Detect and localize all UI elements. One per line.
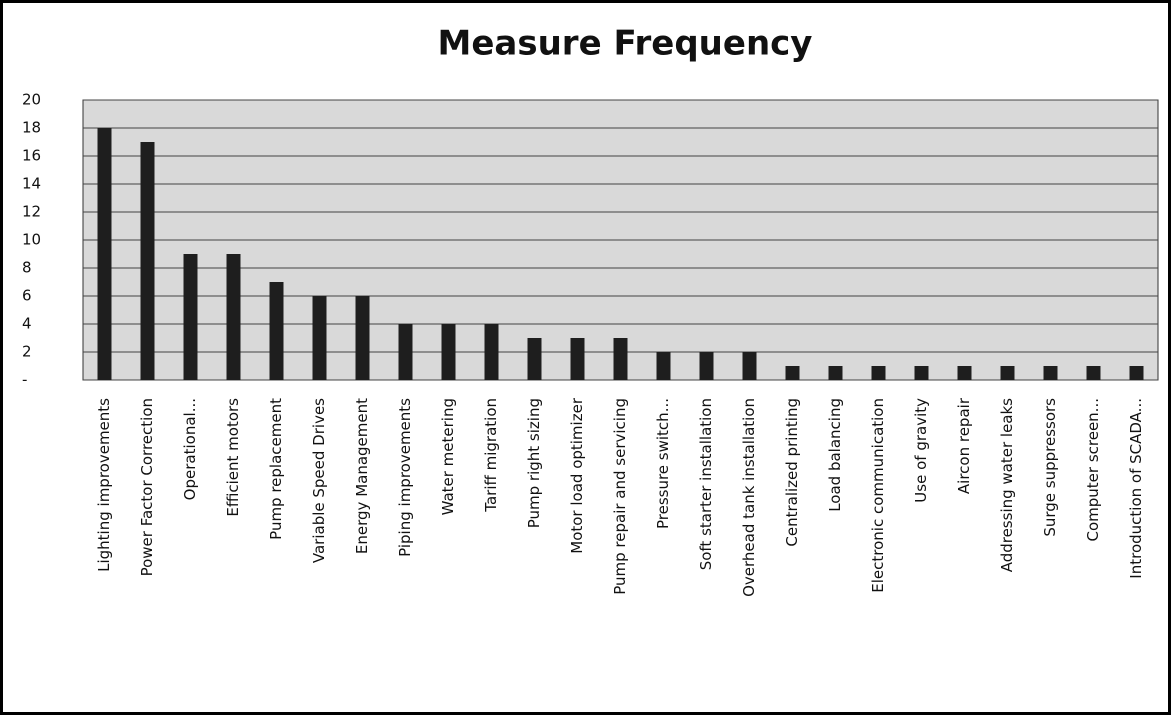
x-tick-label: Piping improvements [396, 398, 414, 557]
x-tick-label: Efficient motors [224, 398, 242, 517]
x-tick-label: Pump repair and servicing [611, 398, 629, 595]
bar [957, 366, 972, 380]
y-tick-label: 2 [22, 343, 32, 361]
x-tick-label: Tariff migration [482, 398, 500, 513]
x-tick-label: Lighting improvements [95, 398, 113, 572]
bar [1043, 366, 1058, 380]
y-tick-label: 8 [22, 259, 32, 277]
x-tick-label: Operational... [181, 398, 199, 500]
x-tick-label: Pump right sizing [525, 398, 543, 528]
bar [140, 142, 155, 380]
bar [97, 128, 112, 380]
y-tick-label: 10 [22, 231, 41, 249]
bar [656, 352, 671, 380]
bar [570, 338, 585, 380]
bar [613, 338, 628, 380]
x-tick-label: Introduction of SCADA... [1127, 398, 1145, 579]
y-tick-label: 6 [22, 287, 32, 305]
y-tick-label: 4 [22, 315, 32, 333]
x-tick-label: Use of gravity [912, 398, 930, 503]
x-tick-label: Variable Speed Drives [310, 398, 328, 563]
bar [441, 324, 456, 380]
bar [527, 338, 542, 380]
x-tick-label: Soft starter installation [697, 398, 715, 570]
x-tick-label: Pump replacement [267, 398, 285, 540]
bar [699, 352, 714, 380]
y-tick-label: 20 [22, 91, 41, 109]
bar [355, 296, 370, 380]
x-tick-label: Overhead tank installation [740, 398, 758, 597]
bar [871, 366, 886, 380]
bar [312, 296, 327, 380]
bar [742, 352, 757, 380]
bar [828, 366, 843, 380]
x-tick-label: Surge suppressors [1041, 398, 1059, 537]
y-tick-label: - [22, 371, 27, 389]
y-tick-label: 18 [22, 119, 41, 137]
x-tick-label: Addressing water leaks [998, 398, 1016, 572]
bar [785, 366, 800, 380]
bar [1000, 366, 1015, 380]
y-tick-label: 12 [22, 203, 41, 221]
y-tick-label: 16 [22, 147, 41, 165]
x-tick-label: Aircon repair [955, 397, 973, 494]
x-tick-label: Power Factor Correction [138, 398, 156, 576]
x-tick-label: Water metering [439, 398, 457, 515]
bar [183, 254, 198, 380]
x-tick-label: Load balancing [826, 398, 844, 512]
chart-title: Measure Frequency [438, 24, 813, 64]
bar [398, 324, 413, 380]
bar [226, 254, 241, 380]
bar [1086, 366, 1101, 380]
bar [484, 324, 499, 380]
bar [914, 366, 929, 380]
x-tick-label: Energy Management [353, 398, 371, 554]
x-tick-label: Centralized printing [783, 398, 801, 547]
x-tick-label: Electronic communication [869, 398, 887, 593]
bar [269, 282, 284, 380]
x-tick-label: Computer screen... [1084, 398, 1102, 542]
y-tick-label: 14 [22, 175, 41, 193]
x-tick-label: Pressure switch... [654, 398, 672, 529]
x-tick-label: Motor load optimizer [568, 397, 586, 554]
bar [1129, 366, 1144, 380]
